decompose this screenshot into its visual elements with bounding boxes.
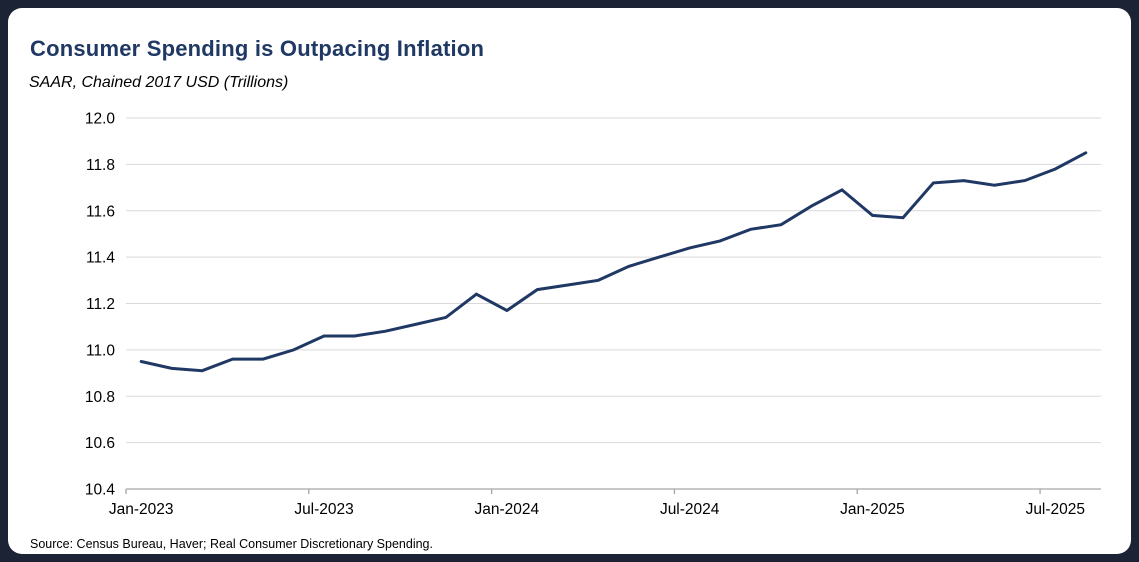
x-tick-label: Jul-2025: [1026, 501, 1085, 518]
x-tick-label: Jul-2023: [294, 501, 353, 518]
y-tick-label: 10.6: [85, 435, 115, 452]
line-chart: 10.4 10.6 10.8 11.0 11.2 11.4 11.6 11.8 12.0 Jan-…: [85, 111, 1101, 518]
y-tick-label: 11.0: [86, 342, 115, 359]
y-tick-label: 11.6: [86, 203, 115, 220]
y-tick-label: 10.4: [85, 482, 116, 499]
source-note: Source: Census Bureau, Haver; Real Consu…: [30, 537, 433, 551]
x-tick-label: Jan-2025: [840, 501, 905, 518]
x-tick-label: Jul-2024: [660, 501, 720, 518]
chart-title: Consumer Spending is Outpacing Inflation: [30, 36, 485, 61]
y-tick-label: 11.8: [86, 157, 115, 174]
y-tick-label: 10.8: [85, 389, 115, 406]
y-tick-label: 12.0: [85, 111, 116, 128]
y-tick-label: 11.4: [86, 250, 115, 267]
x-tick-label: Jan-2023: [109, 501, 174, 518]
chart-card: Consumer Spending is Outpacing Inflation…: [8, 8, 1131, 554]
x-tick-label: Jan-2024: [475, 501, 540, 518]
y-tick-label: 11.2: [86, 296, 115, 313]
spending-line: [139, 151, 1088, 373]
chart-subtitle: SAAR, Chained 2017 USD (Trillions): [29, 74, 289, 91]
